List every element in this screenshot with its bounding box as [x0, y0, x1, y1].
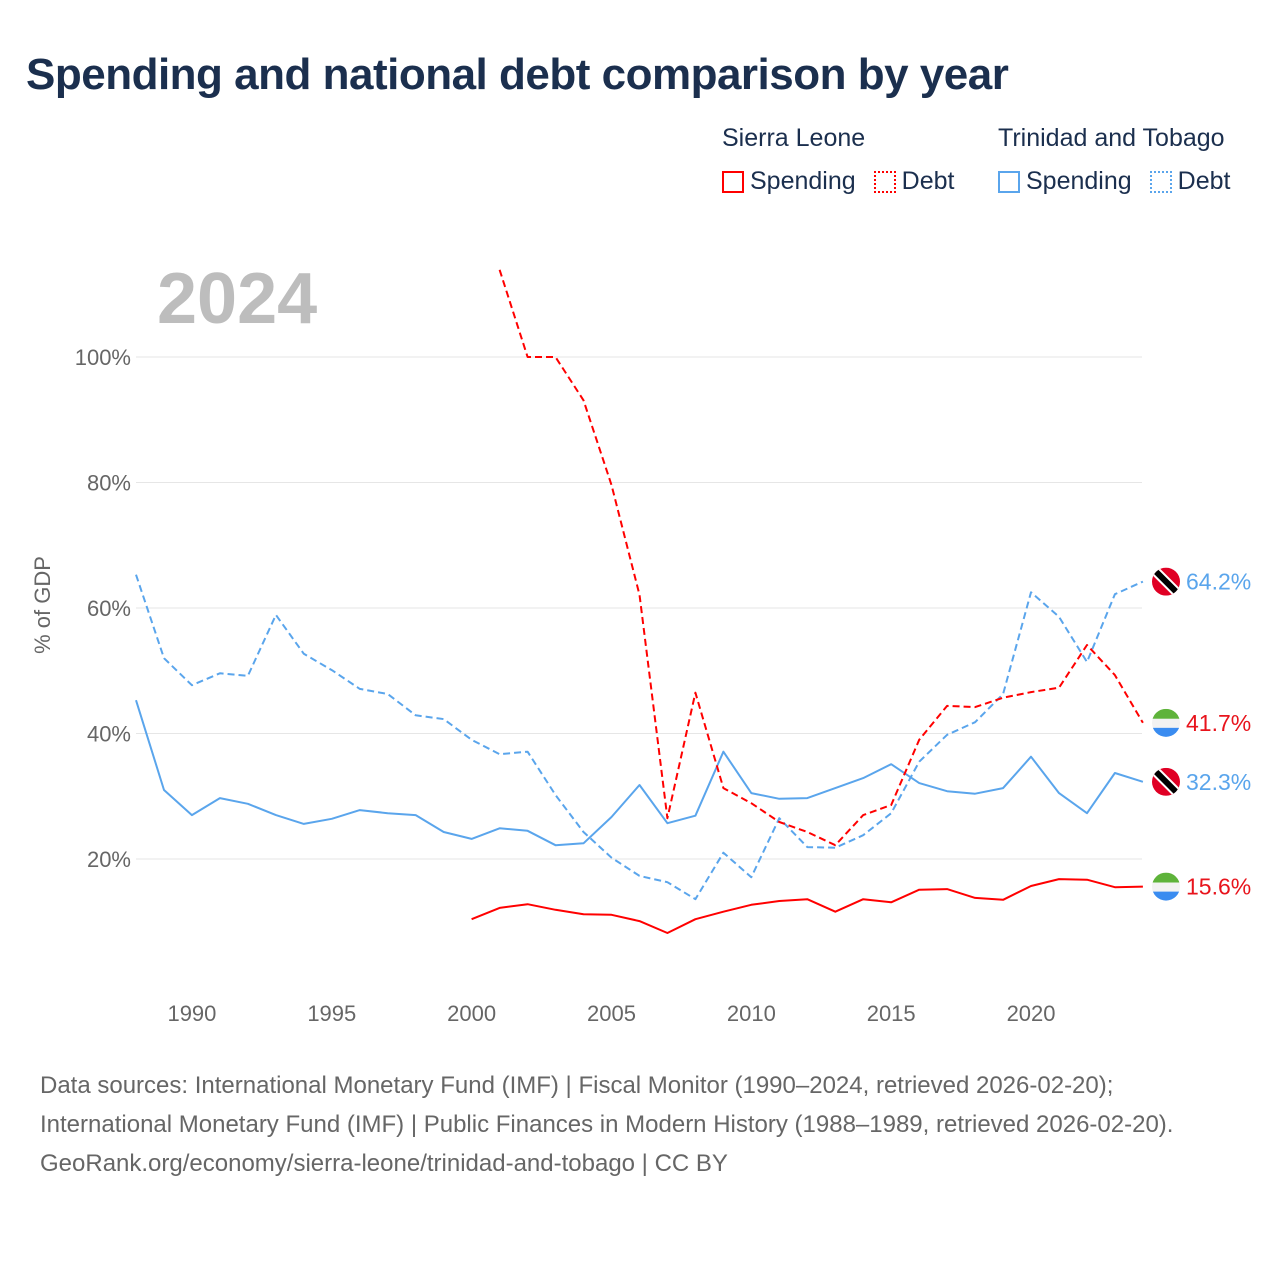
legend-trinidad-and-tobago: Trinidad and Tobago Spending Debt	[998, 124, 1230, 196]
series-line-sierra-leone-spending	[471, 878, 1143, 934]
end-value-label: 64.2%	[1186, 569, 1251, 595]
x-tick-label: 1990	[167, 1001, 216, 1026]
legend-country: Sierra Leone	[722, 124, 866, 152]
sierra-leone-flag-icon	[1152, 708, 1180, 737]
x-tick-label: 2005	[587, 1001, 636, 1026]
legend-country: Trinidad and Tobago	[998, 124, 1225, 152]
end-value-label: 15.6%	[1186, 874, 1251, 900]
trinidad-flag-icon	[1152, 567, 1180, 596]
y-tick-label: 60%	[87, 596, 131, 621]
legend-label: Debt	[1177, 167, 1231, 195]
x-tick-label: 2015	[867, 1001, 916, 1026]
solid-swatch-icon	[998, 170, 1020, 193]
legend-item-tt-debt[interactable]: Debt	[1149, 167, 1231, 196]
series-line-trinidad-and-tobago-debt	[135, 574, 1144, 901]
x-tick-label: 2010	[727, 1001, 776, 1026]
x-tick-label: 1995	[307, 1001, 356, 1026]
footer: Data sources: International Monetary Fun…	[40, 1066, 1240, 1183]
dotted-swatch-icon	[873, 170, 896, 193]
legend-label: Debt	[901, 167, 955, 195]
legend-item-tt-spending[interactable]: Spending	[998, 167, 1132, 196]
chart-title: Spending and national debt comparison by…	[26, 50, 1009, 99]
end-value-label: 32.3%	[1186, 769, 1251, 795]
solid-swatch-icon	[722, 170, 744, 193]
x-tick-label: 2020	[1007, 1001, 1056, 1026]
series-line-sierra-leone-debt	[498, 269, 1144, 847]
year-label: 2024	[157, 259, 317, 339]
y-axis-label: % of GDP	[30, 556, 55, 654]
y-tick-label: 100%	[75, 345, 131, 370]
legend-item-sl-debt[interactable]: Debt	[873, 167, 955, 196]
sierra-leone-flag-icon	[1152, 872, 1180, 901]
series-line-trinidad-and-tobago-spending	[135, 699, 1144, 847]
legend-label: Spending	[1026, 167, 1132, 195]
legend-label: Spending	[750, 167, 856, 195]
legend-sierra-leone: Sierra Leone Spending Debt	[722, 124, 954, 196]
y-tick-label: 20%	[87, 847, 131, 872]
y-tick-label: 80%	[87, 471, 131, 496]
credit-link[interactable]: GeoRank.org/economy/sierra-leone/trinida…	[40, 1150, 728, 1177]
legend-item-sl-spending[interactable]: Spending	[722, 167, 856, 196]
trinidad-flag-icon	[1152, 767, 1180, 796]
y-tick-label: 40%	[87, 722, 131, 747]
data-sources: Data sources: International Monetary Fun…	[40, 1072, 1174, 1138]
dotted-swatch-icon	[1149, 170, 1172, 193]
x-tick-label: 2000	[447, 1001, 496, 1026]
end-value-label: 41.7%	[1186, 710, 1251, 736]
line-chart: 20% 40% 60% 80% 100% 1990 1995 2000 2005 2010 2015…	[30, 259, 1251, 1026]
